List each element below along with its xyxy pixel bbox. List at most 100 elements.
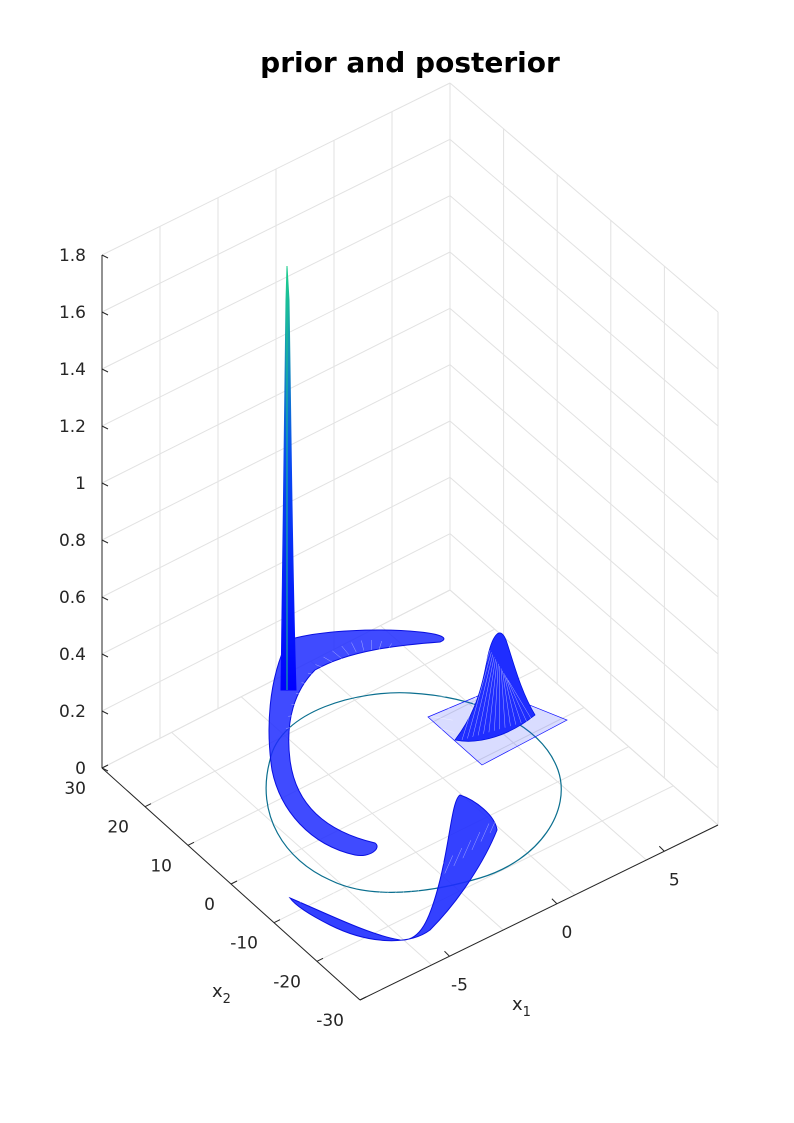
grid-planes: [101, 82, 719, 1001]
mesh-line: [351, 642, 357, 653]
mesh-line: [390, 886, 399, 905]
chart-title: prior and posterior: [260, 46, 560, 79]
mesh-line: [288, 713, 310, 717]
mesh-line: [500, 668, 506, 728]
mesh-line: [461, 649, 491, 741]
mesh-line: [432, 736, 456, 746]
mesh-line: [489, 814, 499, 834]
mesh-line: [432, 726, 455, 733]
mesh-line: [296, 693, 316, 695]
grid-line-z: [449, 533, 719, 769]
upper-mesh-lines: [285, 640, 456, 746]
mesh-line: [299, 884, 309, 904]
prior-peak: [454, 632, 536, 742]
grid-line-z: [449, 251, 719, 484]
x2-tick-mark: [144, 803, 152, 808]
z-tick-label: 0: [75, 759, 86, 779]
mesh-line: [372, 890, 381, 910]
mesh-line: [426, 868, 435, 887]
z-tick-mark: [101, 596, 109, 601]
z-tick-label: 1.6: [59, 303, 86, 323]
mesh-line: [472, 654, 494, 737]
x2-tick-label: -20: [273, 972, 301, 992]
mesh-line: [417, 874, 426, 893]
mesh-line: [406, 659, 420, 667]
posterior-spike: [280, 265, 297, 691]
grid-line-z: [449, 420, 719, 655]
z-tick-mark: [101, 539, 109, 544]
z-tick-mark: [101, 710, 109, 715]
mesh-line: [323, 656, 336, 665]
x2-tick-label: 20: [107, 818, 129, 838]
z-tick-label: 1: [75, 474, 86, 494]
floor-grid-line: [310, 660, 576, 896]
mesh-line: [381, 889, 390, 908]
mesh-line: [361, 640, 364, 651]
mesh-line: [444, 855, 453, 874]
y-tick-labels: 30 20 10 0 -10 -20 -30: [64, 764, 367, 1031]
z-tick-mark: [101, 368, 109, 373]
grid-line-z: [449, 307, 719, 541]
x1-axis-label: x1: [512, 994, 531, 1020]
prior-mesh-lines: [461, 649, 533, 741]
mesh-line: [291, 703, 312, 705]
grid-line-z: [449, 82, 719, 313]
x2-tick-mark: [230, 880, 238, 885]
mesh-line: [326, 890, 336, 909]
x2-axis-label: x2: [212, 981, 231, 1007]
mesh-line: [332, 650, 343, 660]
grid-line-z: [449, 364, 719, 598]
x2-tick-mark: [359, 996, 367, 1001]
z-tick-mark: [101, 482, 109, 487]
z-tick-label: 0.4: [59, 645, 86, 665]
x2-tick-mark: [316, 957, 324, 962]
mesh-line: [507, 679, 533, 721]
x2-tick-mark: [101, 764, 109, 769]
mesh-line: [488, 661, 498, 733]
mesh-line: [378, 640, 382, 651]
mesh-line: [462, 840, 472, 859]
x1-tick-mark: [658, 845, 665, 852]
z-tick-labels: 0 0.2 0.4 0.6 0.8 1 1.2 1.4 1.6 1.8: [59, 246, 109, 779]
x2-tick-label: -30: [316, 1011, 344, 1031]
z-tick-mark: [101, 425, 109, 430]
mesh-line: [503, 673, 517, 725]
mesh-line: [471, 831, 481, 851]
grid-line-z: [449, 138, 719, 370]
x1-tick-label: 5: [669, 870, 680, 890]
x1-tick-mark: [551, 898, 558, 905]
z-tick-mark: [101, 311, 109, 316]
mesh-line: [483, 659, 496, 734]
floor-grid-line: [449, 589, 719, 826]
z-tick-mark: [101, 653, 109, 658]
x2-tick-label: 0: [204, 895, 215, 915]
mesh-line: [345, 892, 354, 911]
z-tick-label: 0.8: [59, 531, 86, 551]
z-tick-mark: [101, 254, 109, 259]
axes: [101, 255, 719, 1001]
x-axis-line: [359, 824, 719, 1001]
floor-grid-line: [171, 732, 432, 966]
mesh-line: [480, 823, 490, 842]
z-tick-label: 1.8: [59, 246, 86, 266]
mesh-line: [504, 675, 522, 724]
mesh-line: [502, 670, 511, 727]
mesh-line: [301, 682, 320, 686]
floor-grid-line: [230, 707, 585, 885]
floor-grid-line: [380, 625, 647, 861]
mesh-line: [308, 886, 318, 905]
z-tick-label: 1.2: [59, 417, 86, 437]
mesh-line: [453, 847, 463, 867]
lower-mesh-lines: [299, 814, 499, 911]
grid-line-z: [449, 195, 719, 427]
x1-tick-label: 0: [561, 923, 572, 943]
x2-tick-mark: [273, 919, 281, 924]
x2-tick-mark: [187, 841, 195, 846]
mesh-line: [422, 685, 441, 689]
grid-line-z: [449, 476, 719, 712]
trajectory-curve: [265, 692, 562, 893]
mesh-line: [341, 645, 350, 656]
mesh-line: [315, 664, 330, 671]
posterior-arc-lower: [288, 794, 499, 942]
mesh-line: [335, 891, 345, 910]
